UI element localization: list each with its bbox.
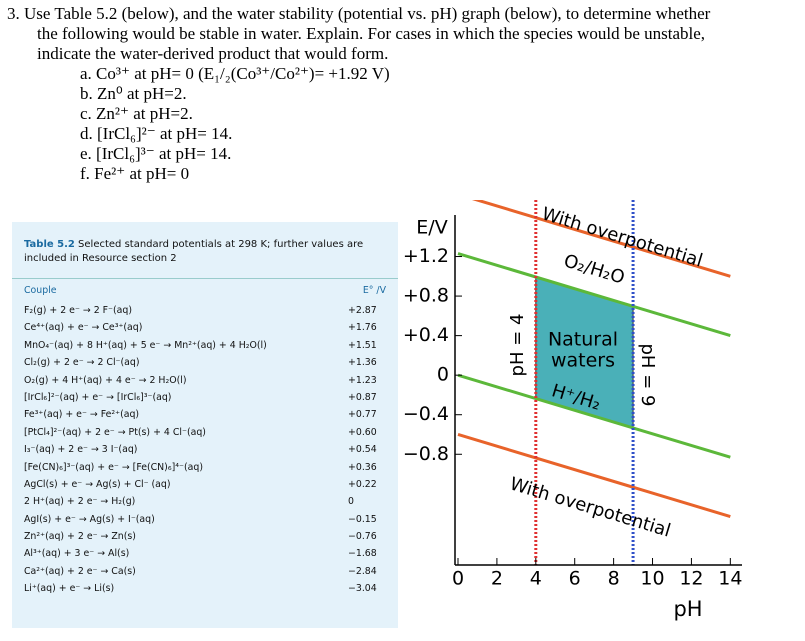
table-row: MnO₄⁻(aq) + 8 H⁺(aq) + 5 e⁻ → Mn²⁺(aq) +… [12,337,398,354]
series-line [457,252,731,338]
item: a. Co³⁺ at pH= 0 (E₁/₂(Co³⁺/Co²⁺)= +1.92… [80,64,390,83]
table-cell: O₂(g) + 4 H⁺(aq) + 4 e⁻ → 2 H₂O(l) [24,374,187,386]
series-line [457,433,731,518]
table-row: [PtCl₄]²⁻(aq) + 2 e⁻ → Pt(s) + 4 Cl⁻(aq)… [12,424,398,441]
table-cell: +0.22 [348,478,377,490]
table-cell: [Fe(CN)₆]³⁻(aq) + e⁻ → [Fe(CN)₆]⁴⁻(aq) [24,461,203,473]
table-row: Li⁺(aq) + e⁻ → Li(s) −3.04 [12,580,398,597]
table-cell: Fe³⁺(aq) + e⁻ → Fe²⁺(aq) [24,409,140,421]
table-row: F₂(g) + 2 e⁻ → 2 F⁻(aq) +2.87 [12,302,398,319]
y-tick-label: +0.8 [403,285,449,307]
y-tick-label: −0.8 [403,443,449,465]
table-row: Zn²⁺(aq) + 2 e⁻ → Zn(s) −0.76 [12,528,398,545]
header-cell: Couple [24,285,57,296]
line-label: With overpotential [507,473,673,541]
table-cell: [PtCl₄]²⁻(aq) + 2 e⁻ → Pt(s) + 4 Cl⁻(aq) [24,426,206,438]
intro-line: the following would be stable in water. … [37,24,706,43]
table-cell: +1.23 [348,374,377,386]
table-row: Fe³⁺(aq) + e⁻ → Fe²⁺(aq) +0.77 [12,406,398,423]
table-cell: 2 H⁺(aq) + 2 e⁻ → H₂(g) [24,496,136,508]
table-cell: +1.76 [348,322,377,334]
x-tick-label: 6 [569,568,581,590]
header-row: Couple E° /V [12,278,398,302]
table-cell: Ce⁴⁺(aq) + e⁻ → Ce³⁺(aq) [24,322,143,334]
table-row: AgCl(s) + e⁻ → Ag(s) + Cl⁻ (aq) +0.22 [12,476,398,493]
table-cell: +0.60 [348,426,377,438]
x-tick-label: 8 [608,568,620,590]
item: d. [IrCl₆]²⁻ at pH= 14. [80,124,233,143]
table-cell: Al³⁺(aq) + 3 e⁻ → Al(s) [24,548,130,560]
header-cell: E° /V [362,285,386,296]
table-row: Al³⁺(aq) + 3 e⁻ → Al(s) −1.68 [12,545,398,562]
table-cell: +0.77 [348,409,377,421]
table-row: O₂(g) + 4 H⁺(aq) + 4 e⁻ → 2 H₂O(l) +1.23 [12,372,398,389]
table-cell: I₃⁻(aq) + 2 e⁻ → 3 I⁻(aq) [24,444,138,456]
table-row: Ce⁴⁺(aq) + e⁻ → Ce³⁺(aq) +1.76 [12,319,398,336]
x-tick-label: 4 [530,568,542,590]
y-tick-label: 0 [437,364,449,386]
table-cell: Cl₂(g) + 2 e⁻ → 2 Cl⁻(aq) [24,357,140,369]
line-label: O₂/H₂O [561,250,627,288]
x-tick-label: 12 [679,568,703,590]
intro-line: 3. Use Table 5.2 (below), and the water … [7,4,711,23]
table-cell: +0.36 [348,461,377,473]
item: b. Zn⁰ at pH=2. [80,84,187,103]
region-label: Natural [548,329,618,351]
caption-label: Table 5.2 [24,239,75,250]
y-tick-label: +0.4 [403,324,449,346]
table: Table 5.2 Selected standard potentials a… [12,222,398,628]
table-row: [Fe(CN)₆]³⁻(aq) + e⁻ → [Fe(CN)₆]⁴⁻(aq) +0… [12,459,398,476]
x-tick-label: 14 [718,568,742,590]
item: e. [IrCl₆]³⁻ at pH= 14. [80,144,232,163]
table-cell: Ca²⁺(aq) + 2 e⁻ → Ca(s) [24,565,136,577]
y-tick-label: +1.2 [403,245,449,267]
table-row: AgI(s) + e⁻ → Ag(s) + I⁻(aq) −0.15 [12,511,398,528]
ph-line-label: pH = 9 [637,344,658,407]
table-cell: +1.51 [348,339,377,351]
y-tick-label: −0.4 [403,403,449,425]
table-cell: +0.54 [348,444,377,456]
table-cell: 0 [348,496,354,508]
series-line [457,373,731,459]
table-cell: −1.68 [348,548,377,560]
table-cell: +0.87 [348,391,377,403]
table-cell: −2.84 [348,565,377,577]
table-cell: −0.15 [348,513,377,525]
table-cell: [IrCl₆]²⁻(aq) + e⁻ → [IrCl₆]³⁻(aq) [24,391,172,403]
x-tick-label: 0 [452,568,464,590]
region-label: waters [551,350,615,372]
intro: 3. Use Table 5.2 (below), and the water … [0,4,710,64]
x-axis-label: pH [673,597,702,621]
ph-line-label: pH = 4 [507,314,528,377]
table-cell: AgI(s) + e⁻ → Ag(s) + I⁻(aq) [24,513,155,525]
table-cell: −3.04 [348,583,377,595]
table-cell: Li⁺(aq) + e⁻ → Li(s) [24,583,115,595]
item: f. Fe²⁺ at pH= 0 [80,164,190,183]
x-tick-label: 10 [640,568,664,590]
table-cell: AgCl(s) + e⁻ → Ag(s) + Cl⁻ (aq) [24,478,171,490]
caption: Table 5.2 Selected standard potentials a… [12,222,398,274]
question: 3. Use Table 5.2 (below), and the water … [0,4,710,184]
series-line [471,200,731,278]
table-row: I₃⁻(aq) + 2 e⁻ → 3 I⁻(aq) +0.54 [12,441,398,458]
table-cell: +2.87 [348,305,377,316]
table-cell: −0.76 [348,531,377,543]
y-axis-label: E/V [416,217,447,239]
table-cell: +1.36 [348,357,377,369]
table-cell: Zn²⁺(aq) + 2 e⁻ → Zn(s) [24,531,136,543]
rows: F₂(g) + 2 e⁻ → 2 F⁻(aq) +2.87 Ce⁴⁺(aq) + e… [12,302,398,598]
x-tick-label: 2 [491,568,503,590]
table-cell: F₂(g) + 2 e⁻ → 2 F⁻(aq) [24,305,133,316]
table-row: Ca²⁺(aq) + 2 e⁻ → Ca(s) −2.84 [12,563,398,580]
intro-line: indicate the water-derived product that … [37,44,389,63]
table-row: Cl₂(g) + 2 e⁻ → 2 Cl⁻(aq) +1.36 [12,354,398,371]
items: a. Co³⁺ at pH= 0 (E₁/₂(Co³⁺/Co²⁺)= +1.92… [0,64,710,184]
table-cell: MnO₄⁻(aq) + 8 H⁺(aq) + 5 e⁻ → Mn²⁺(aq) +… [24,339,267,351]
table-row: [IrCl₆]²⁻(aq) + e⁻ → [IrCl₆]³⁻(aq) +0.87 [12,389,398,406]
table-row: 2 H⁺(aq) + 2 e⁻ → H₂(g) 0 [12,493,398,510]
caption-text: Selected standard potentials at 298 K; f… [24,239,364,264]
item: c. Zn²⁺ at pH=2. [80,104,193,123]
